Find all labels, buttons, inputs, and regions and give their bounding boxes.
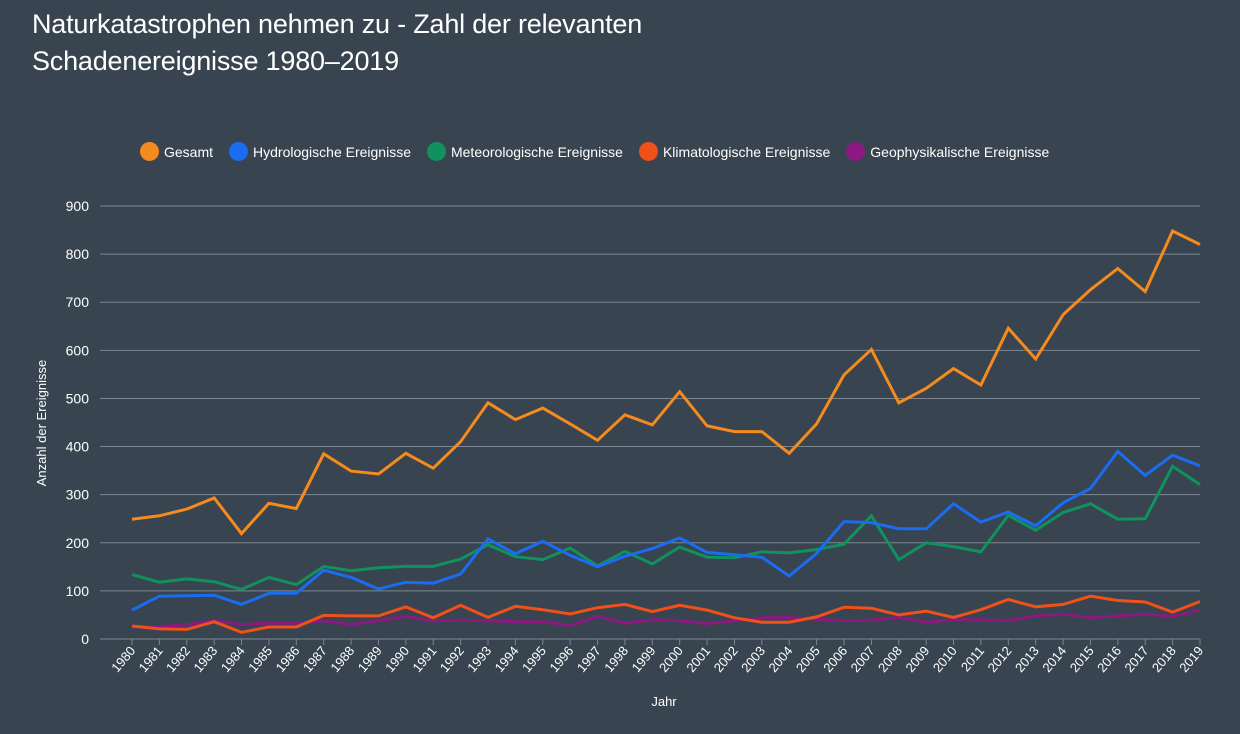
x-tick-label: 2006 [820, 643, 850, 675]
legend-dot-icon [638, 142, 658, 161]
x-tick-label: 1981 [136, 643, 166, 675]
x-tick-label: 1983 [190, 643, 220, 675]
legend-item-meteorologische[interactable]: Meteorologische Ereignisse [426, 142, 623, 161]
x-axis-title: Jahr [651, 694, 677, 709]
x-tick-label: 2013 [1012, 643, 1042, 675]
x-tick-label: 1980 [108, 643, 138, 675]
y-tick-label: 400 [66, 439, 90, 455]
x-tick-label: 1982 [163, 643, 193, 675]
x-tick-label: 2007 [848, 643, 878, 675]
x-tick-label: 1992 [437, 643, 467, 675]
x-tick-label: 1995 [519, 643, 549, 675]
x-tick-label: 2012 [985, 643, 1015, 675]
x-tick-label: 2003 [738, 643, 768, 675]
x-tick-label: 2016 [1094, 643, 1124, 675]
y-tick-label: 700 [66, 294, 90, 310]
y-tick-label: 300 [66, 487, 90, 503]
x-tick-label: 2000 [656, 643, 686, 675]
legend-label: Hydrologische Ereignisse [253, 143, 411, 160]
legend-item-gesamt[interactable]: Gesamt [140, 142, 213, 161]
legend-dot-icon [846, 142, 866, 161]
legend-dot-icon [140, 142, 159, 161]
y-tick-label: 200 [66, 535, 90, 551]
x-tick-label: 2005 [793, 643, 823, 675]
x-tick-label: 1988 [327, 643, 357, 675]
x-tick-label: 1991 [409, 643, 439, 675]
chart-title-line-2: Schadenereignisse 1980–2019 [32, 46, 399, 76]
y-axis-title: Anzahl der Ereignisse [34, 360, 49, 486]
x-tick-label: 2001 [683, 643, 713, 675]
x-tick-label: 1986 [273, 643, 303, 675]
x-tick-label: 2008 [875, 643, 905, 675]
y-tick-label: 0 [81, 631, 89, 647]
y-tick-label: 600 [66, 342, 90, 358]
x-tick-label: 2014 [1039, 643, 1069, 675]
series-line-geophysikalische[interactable] [131, 608, 1201, 629]
legend-label: Gesamt [164, 143, 214, 160]
legend-dot-icon [426, 142, 446, 161]
y-tick-label: 100 [66, 583, 90, 599]
x-tick-label: 1998 [601, 643, 631, 675]
x-tick-label: 2017 [1121, 643, 1151, 675]
legend-item-klimatologische[interactable]: Klimatologische Ereignisse [638, 142, 831, 161]
x-tick-label: 2010 [930, 643, 960, 675]
x-axis-tick-labels: 1980198119821983198419851986198719881989… [108, 643, 1206, 675]
legend-label: Klimatologische Ereignisse [662, 143, 831, 160]
series-line-gesamt[interactable] [131, 228, 1201, 536]
x-tick-label: 1993 [464, 643, 494, 675]
x-tick-label: 2011 [958, 643, 987, 674]
y-tick-label: 900 [66, 198, 90, 214]
legend-item-hydrologische[interactable]: Hydrologische Ereignisse [229, 142, 411, 161]
legend-item-geophysikalische[interactable]: Geophysikalische Ereignisse [846, 142, 1049, 161]
gridlines [100, 205, 1201, 645]
x-tick-label: 1999 [629, 643, 659, 675]
x-tick-label: 1990 [382, 643, 412, 675]
chart-title: Naturkatastrophen nehmen zu - Zahl der r… [32, 6, 642, 80]
x-tick-label: 2018 [1149, 643, 1179, 675]
legend-label: Meteorologische Ereignisse [450, 143, 623, 160]
chart-title-line-1: Naturkatastrophen nehmen zu - Zahl der r… [32, 9, 643, 39]
y-tick-label: 500 [66, 390, 90, 406]
y-axis-tick-labels: 0 100 200 300 400 500 600 700 800 900 [66, 198, 90, 647]
series-lines [131, 228, 1201, 634]
x-tick-label: 1996 [546, 643, 576, 675]
x-tick-label: 1989 [355, 643, 385, 675]
x-tick-label: 1997 [574, 643, 604, 675]
series-line-klimatologische[interactable] [131, 594, 1201, 634]
x-tick-label: 2009 [902, 643, 932, 675]
series-line-meteorologische[interactable] [131, 464, 1201, 591]
x-tick-label: 2019 [1176, 643, 1206, 675]
y-tick-label: 800 [66, 246, 90, 262]
x-tick-label: 2015 [1067, 643, 1097, 675]
x-tick-label: 1985 [245, 643, 275, 675]
x-tick-label: 2004 [765, 643, 795, 675]
series-line-hydrologische[interactable] [131, 449, 1201, 612]
x-tick-label: 2002 [711, 643, 741, 675]
x-tick-label: 1987 [300, 643, 330, 675]
legend-dot-icon [229, 142, 249, 161]
legend: Gesamt Hydrologische Ereignisse Meteorol… [140, 142, 1065, 161]
x-tick-label: 1994 [492, 643, 522, 675]
legend-label: Geophysikalische Ereignisse [870, 143, 1050, 160]
x-tick-label: 1984 [218, 643, 248, 675]
